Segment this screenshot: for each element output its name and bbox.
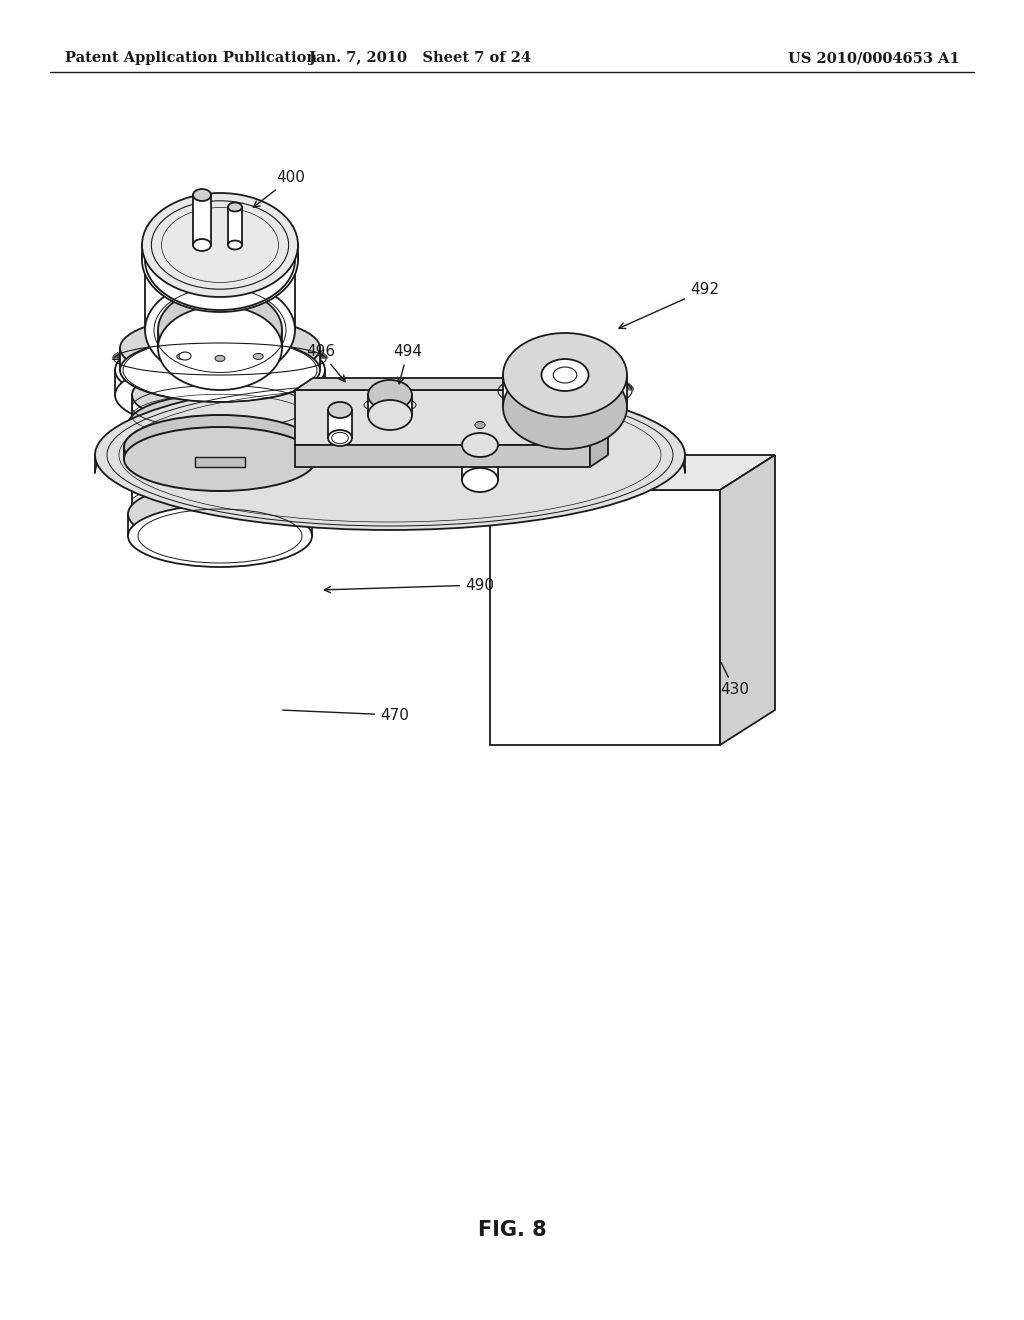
- Ellipse shape: [228, 240, 242, 249]
- Ellipse shape: [120, 315, 319, 380]
- Polygon shape: [228, 207, 242, 246]
- Ellipse shape: [177, 354, 186, 359]
- Ellipse shape: [328, 403, 352, 418]
- Ellipse shape: [95, 380, 685, 531]
- Ellipse shape: [228, 202, 242, 211]
- Ellipse shape: [475, 421, 485, 429]
- Ellipse shape: [215, 355, 225, 362]
- Ellipse shape: [120, 338, 319, 403]
- Polygon shape: [158, 330, 282, 348]
- Polygon shape: [195, 457, 245, 467]
- Ellipse shape: [132, 429, 308, 488]
- Ellipse shape: [128, 506, 312, 568]
- Polygon shape: [193, 195, 211, 246]
- Polygon shape: [295, 445, 590, 467]
- Ellipse shape: [132, 484, 308, 544]
- Ellipse shape: [142, 193, 298, 297]
- Ellipse shape: [193, 239, 211, 251]
- Ellipse shape: [115, 360, 325, 430]
- Polygon shape: [128, 425, 312, 447]
- Polygon shape: [142, 246, 298, 260]
- Polygon shape: [368, 395, 412, 414]
- Text: US 2010/0004653 A1: US 2010/0004653 A1: [788, 51, 961, 65]
- Ellipse shape: [179, 352, 191, 360]
- Polygon shape: [128, 513, 312, 536]
- Ellipse shape: [145, 210, 295, 310]
- Text: 470: 470: [283, 708, 409, 722]
- Ellipse shape: [462, 433, 498, 457]
- Ellipse shape: [145, 280, 295, 380]
- Text: Patent Application Publication: Patent Application Publication: [65, 51, 317, 65]
- Polygon shape: [124, 447, 316, 459]
- Ellipse shape: [128, 483, 312, 545]
- Ellipse shape: [132, 396, 308, 454]
- Ellipse shape: [193, 189, 211, 201]
- Ellipse shape: [132, 366, 308, 424]
- Polygon shape: [503, 375, 627, 407]
- Polygon shape: [95, 455, 705, 470]
- Ellipse shape: [142, 209, 298, 312]
- Text: Jan. 7, 2010   Sheet 7 of 24: Jan. 7, 2010 Sheet 7 of 24: [309, 51, 531, 65]
- Ellipse shape: [328, 430, 352, 446]
- Ellipse shape: [542, 359, 589, 391]
- Ellipse shape: [158, 306, 282, 389]
- Ellipse shape: [503, 333, 627, 417]
- Text: 430: 430: [720, 663, 749, 697]
- Ellipse shape: [368, 400, 412, 430]
- Text: 496: 496: [306, 345, 345, 381]
- Polygon shape: [490, 455, 775, 490]
- Ellipse shape: [124, 426, 316, 491]
- Text: 494: 494: [393, 345, 422, 384]
- Polygon shape: [132, 395, 308, 425]
- Polygon shape: [115, 370, 325, 395]
- Polygon shape: [328, 411, 352, 438]
- Polygon shape: [145, 260, 295, 330]
- Text: 490: 490: [325, 578, 494, 593]
- Ellipse shape: [124, 414, 316, 479]
- Polygon shape: [720, 455, 775, 744]
- Ellipse shape: [128, 393, 312, 455]
- Ellipse shape: [158, 288, 282, 372]
- Polygon shape: [120, 348, 319, 370]
- Ellipse shape: [368, 380, 412, 411]
- Ellipse shape: [128, 416, 312, 478]
- Ellipse shape: [503, 366, 627, 449]
- Text: FIG. 8: FIG. 8: [477, 1220, 547, 1239]
- Text: 492: 492: [618, 282, 719, 329]
- Polygon shape: [295, 389, 590, 445]
- Text: 400: 400: [253, 170, 305, 207]
- Polygon shape: [490, 490, 720, 744]
- Ellipse shape: [253, 354, 263, 359]
- Polygon shape: [462, 445, 498, 480]
- Ellipse shape: [462, 469, 498, 492]
- Polygon shape: [590, 378, 608, 467]
- Polygon shape: [132, 459, 308, 513]
- Ellipse shape: [115, 335, 325, 405]
- Polygon shape: [295, 378, 608, 389]
